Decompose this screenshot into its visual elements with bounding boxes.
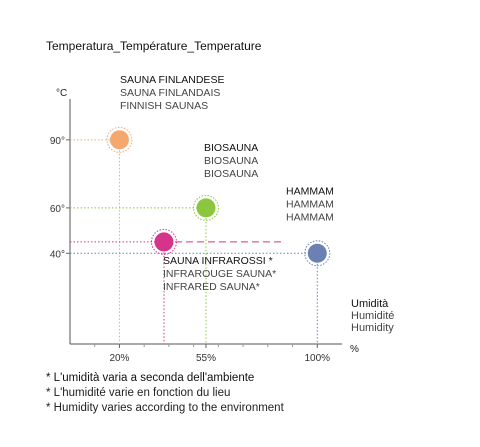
- data-point: [307, 243, 327, 263]
- x-axis-label-it: Umidità: [351, 298, 389, 310]
- x-axis-label-fr: Humidité: [351, 310, 394, 322]
- point-label: BIOSAUNA: [204, 142, 258, 154]
- x-tick-label: 100%: [304, 353, 330, 364]
- x-tick-label: 20%: [109, 353, 129, 364]
- data-point: [154, 232, 174, 252]
- point-label: BIOSAUNA: [204, 155, 258, 167]
- y-tick-label: 60°: [50, 204, 65, 215]
- x-axis-unit: %: [350, 344, 359, 355]
- point-label: INFRAROUGE SAUNA*: [163, 268, 276, 280]
- guide-lines: [70, 139, 318, 344]
- footnote-fr: * L'humidité varie en fonction du lieu: [46, 387, 231, 399]
- point-label: SAUNA INFRAROSSI *: [163, 255, 273, 267]
- point-halo: [193, 194, 219, 221]
- point-label: SAUNA FINLANDAIS: [120, 87, 220, 99]
- chart: Temperatura_Température_Temperature °C 4…: [46, 39, 394, 364]
- point-halo: [150, 228, 177, 255]
- point-label: SAUNA FINLANDESE: [120, 74, 224, 86]
- point-label: HAMMAM: [286, 185, 334, 197]
- point-halo: [106, 126, 133, 153]
- point-label: FINNISH SAUNAS: [120, 100, 208, 112]
- footnote-it: * L'umidità varia a seconda dell'ambient…: [46, 372, 255, 384]
- y-tick-label: 90°: [50, 136, 65, 147]
- point-label: HAMMAM: [286, 211, 334, 223]
- data-points: [106, 126, 331, 267]
- chart-title: Temperatura_Température_Temperature: [46, 39, 262, 53]
- footnotes: * L'umidità varia a seconda dell'ambient…: [46, 371, 284, 416]
- ticks: 40° 60° 90° 20% 55% 100%: [50, 136, 330, 364]
- x-tick-label: 55%: [196, 353, 216, 364]
- point-halo: [304, 240, 331, 267]
- y-tick-label: 40°: [50, 249, 65, 260]
- footnote-en: * Humidity varies according to the envir…: [46, 402, 284, 414]
- y-axis-label: °C: [56, 88, 67, 99]
- point-label: HAMMAM: [286, 198, 334, 210]
- x-axis-label-en: Humidity: [351, 322, 394, 334]
- point-label: BIOSAUNA: [204, 168, 258, 180]
- point-label: INFRARED SAUNA*: [163, 281, 260, 293]
- data-point: [196, 198, 216, 218]
- data-point: [109, 130, 129, 150]
